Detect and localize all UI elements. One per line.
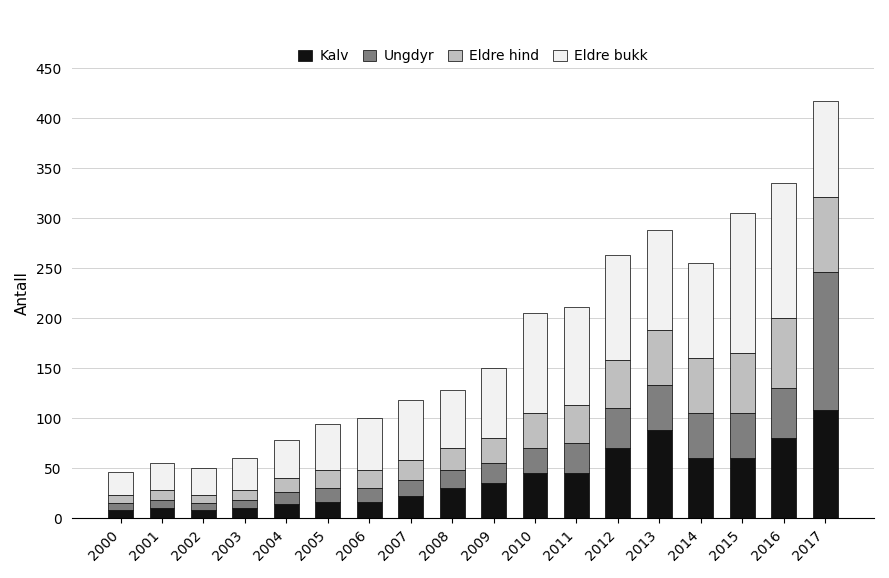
Bar [481,368,506,438]
Bar [564,307,589,405]
Bar [730,458,755,518]
Bar [398,401,423,461]
Bar [688,458,713,518]
Bar [149,509,174,518]
Bar [772,318,796,388]
Bar [191,468,216,495]
Bar [440,470,465,488]
Bar [605,255,630,360]
Bar [688,263,713,358]
Bar [108,472,133,495]
Bar [564,473,589,518]
Bar [647,330,672,386]
Bar [398,497,423,518]
Bar [440,390,465,449]
Bar [232,458,257,490]
Bar [730,353,755,413]
Bar [813,197,837,272]
Bar [440,488,465,518]
Bar [232,509,257,518]
Bar [481,464,506,483]
Bar [149,490,174,501]
Bar [356,470,381,488]
Bar [688,413,713,458]
Bar [316,470,340,488]
Y-axis label: Antall: Antall [15,271,30,315]
Bar [108,503,133,510]
Legend: Kalv, Ungdyr, Eldre hind, Eldre bukk: Kalv, Ungdyr, Eldre hind, Eldre bukk [292,43,653,69]
Bar [523,473,548,518]
Bar [398,461,423,480]
Bar [813,101,837,197]
Bar [191,503,216,510]
Bar [232,490,257,501]
Bar [108,495,133,503]
Bar [605,360,630,409]
Bar [191,510,216,518]
Bar [730,413,755,458]
Bar [772,183,796,318]
Bar [688,358,713,413]
Bar [564,443,589,473]
Bar [316,502,340,518]
Bar [605,409,630,449]
Bar [523,449,548,473]
Bar [274,492,299,505]
Bar [108,510,133,518]
Bar [232,501,257,509]
Bar [274,440,299,479]
Bar [564,405,589,443]
Bar [356,488,381,502]
Bar [316,424,340,470]
Bar [440,449,465,470]
Bar [481,438,506,464]
Bar [772,388,796,438]
Bar [191,495,216,503]
Bar [772,438,796,518]
Bar [274,505,299,518]
Bar [356,418,381,470]
Bar [356,502,381,518]
Bar [274,479,299,492]
Bar [647,386,672,431]
Bar [647,431,672,518]
Bar [523,413,548,449]
Bar [523,313,548,413]
Bar [316,488,340,502]
Bar [149,501,174,509]
Bar [813,272,837,410]
Bar [481,483,506,518]
Bar [149,464,174,490]
Bar [647,230,672,330]
Bar [813,410,837,518]
Bar [605,449,630,518]
Bar [730,213,755,353]
Bar [398,480,423,497]
